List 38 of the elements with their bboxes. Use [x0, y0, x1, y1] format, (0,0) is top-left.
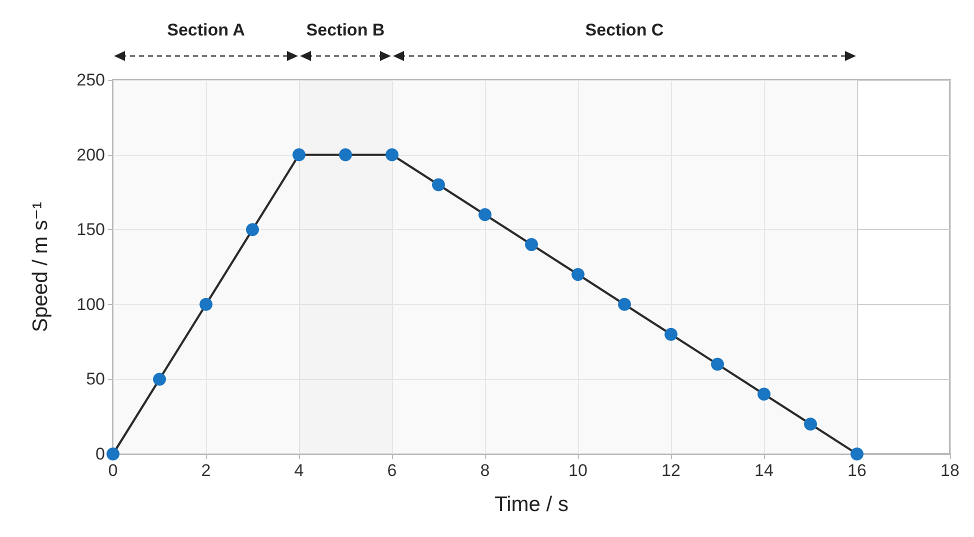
y-axis-title: Speed / m s⁻¹	[29, 202, 52, 332]
x-axis-title: Time / s	[494, 493, 568, 516]
y-tick-label: 150	[76, 220, 105, 240]
point	[850, 448, 864, 460]
point	[618, 298, 631, 311]
band-label: Section C	[585, 20, 664, 40]
point	[432, 178, 445, 192]
point	[153, 372, 166, 386]
y-tick-label: 200	[76, 145, 105, 164]
x-tick-label: 14	[754, 461, 774, 480]
x-tick-label: 6	[387, 461, 397, 480]
point	[758, 388, 770, 401]
point	[339, 148, 352, 162]
point	[478, 208, 492, 222]
x-tick-label: 10	[568, 461, 588, 480]
x-tick-label: 2	[201, 461, 211, 480]
point	[386, 148, 398, 162]
point	[106, 448, 120, 460]
y-tick-label: 50	[86, 370, 105, 389]
x-tick-label: 18	[940, 461, 960, 480]
x-tick-label: 4	[294, 461, 304, 480]
x-tick-label: 12	[662, 461, 680, 480]
point	[200, 298, 212, 311]
point	[572, 268, 584, 281]
point	[246, 223, 259, 236]
point	[292, 148, 306, 162]
point	[711, 358, 724, 371]
y-tick-label: 0	[96, 444, 105, 464]
band-label: Section A	[167, 20, 245, 40]
point	[525, 238, 538, 252]
y-tick-label: 250	[76, 70, 105, 90]
y-tick-label: 100	[76, 294, 105, 314]
x-tick-label: 0	[108, 461, 118, 480]
point	[804, 418, 817, 431]
x-tick-label: 8	[480, 461, 490, 480]
band-label: Section B	[306, 20, 385, 40]
x-tick-label: 16	[848, 461, 866, 480]
point	[664, 328, 678, 341]
